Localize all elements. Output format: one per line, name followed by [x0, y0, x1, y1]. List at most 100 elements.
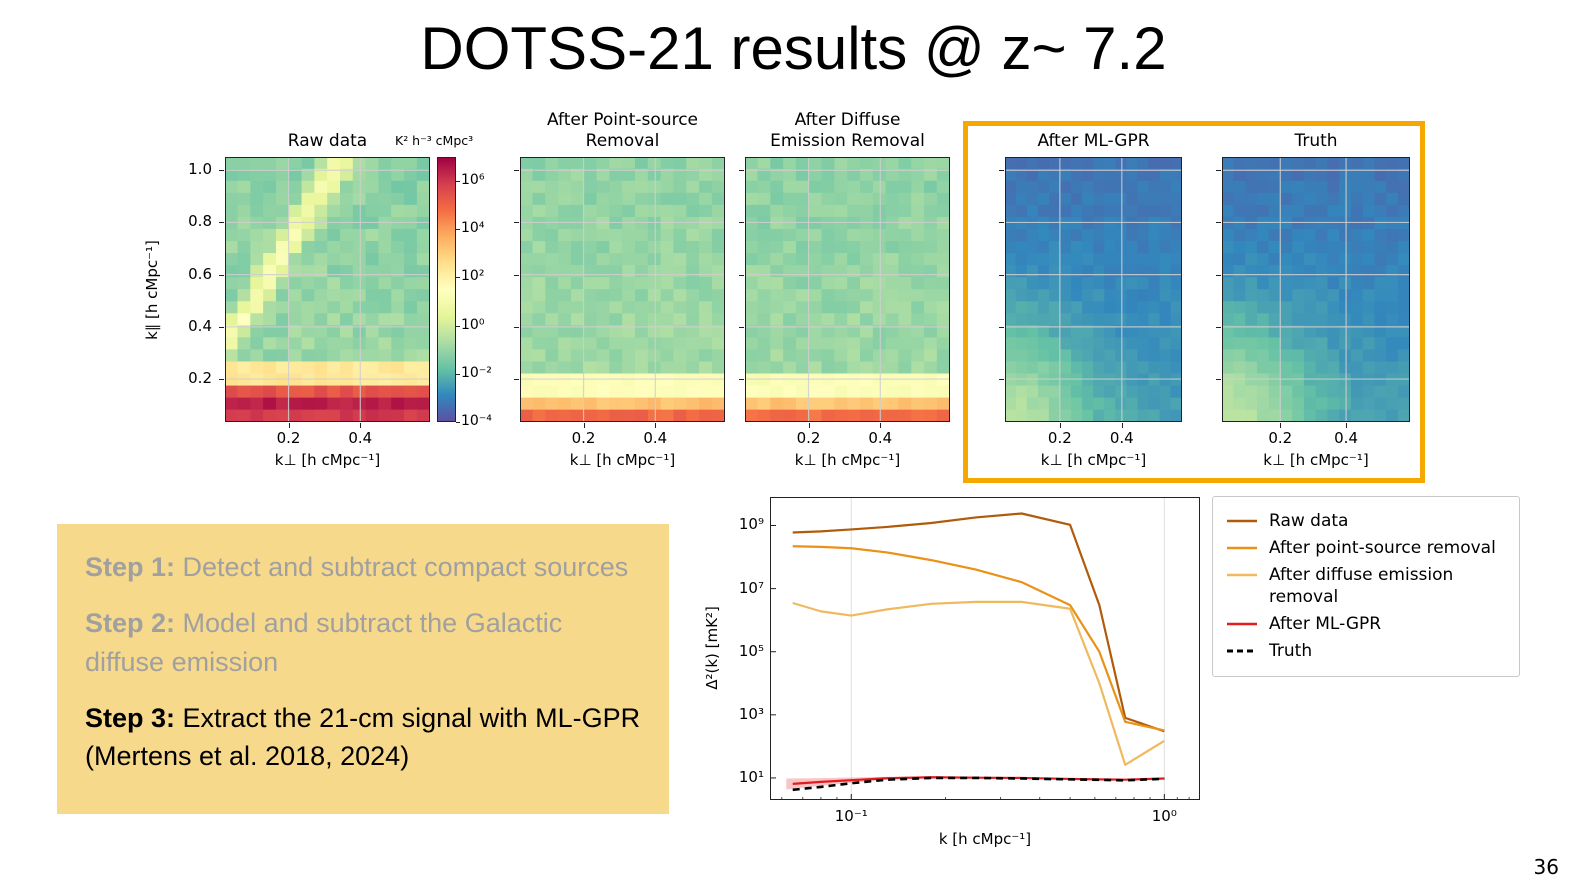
kpar-tick-label: 0.8 [188, 212, 212, 231]
delta2-y-tick-label: 10⁷ [738, 578, 764, 597]
y-tick-mark [514, 379, 519, 381]
legend-item: Raw data [1225, 510, 1507, 532]
k-x-tick-label: 10⁻¹ [834, 807, 868, 825]
step-text: Detect and subtract compact sources [175, 552, 629, 582]
x-tick-mark [1346, 423, 1348, 428]
y-tick-mark [219, 274, 224, 276]
panel-title: Truth [1200, 104, 1432, 152]
delta2-y-tick-label: 10⁹ [738, 515, 764, 534]
x-tick-mark [655, 423, 657, 428]
y-tick-mark [514, 170, 519, 172]
legend-line-swatch [1227, 573, 1257, 577]
colorbar-tick-mark [456, 277, 460, 279]
legend-item: Truth [1225, 640, 1507, 662]
delta2-axis-label: Δ²(k) [mK²] [703, 606, 721, 690]
x-tick-mark [360, 423, 362, 428]
kperp-axis-label: k⊥ [h cMpc⁻¹] [794, 451, 901, 469]
y-tick-mark [999, 222, 1004, 224]
x-tick-mark [583, 423, 585, 428]
panel-title: After Point-source Removal [498, 104, 747, 152]
y-tick-mark [219, 379, 224, 381]
y-tick-mark [739, 326, 744, 328]
step-label: Step 3: [85, 702, 176, 733]
x-tick-label: 0.4 [1109, 429, 1134, 447]
colorbar-tick-label: 10⁻² [461, 364, 492, 381]
legend-label: Truth [1269, 641, 1313, 662]
legend-label: After diffuse emission removal [1269, 565, 1454, 608]
x-tick-label: 0.4 [868, 429, 893, 447]
colorbar-tick-mark [456, 229, 460, 231]
heatmap-panel-4 [1005, 157, 1182, 422]
k-axis-label: k [h cMpc⁻¹] [938, 830, 1032, 848]
y-tick-mark [1216, 379, 1221, 381]
legend-item: After diffuse emission removal [1225, 564, 1507, 608]
colorbar-tick-label: 10⁻⁴ [461, 413, 492, 429]
y-tick-mark [1216, 326, 1221, 328]
panel-title-line: Raw data [287, 131, 368, 151]
y-tick-mark [514, 326, 519, 328]
panel-title: Raw data [203, 104, 452, 152]
x-tick-label: 0.2 [1268, 429, 1293, 447]
x-tick-label: 0.4 [348, 429, 373, 447]
kpar-tick-label: 0.4 [188, 316, 212, 335]
x-tick-label: 0.2 [796, 429, 821, 447]
step-text: Extract the 21-cm signal with ML-GPR (Me… [85, 702, 641, 772]
kperp-axis-label: k⊥ [h cMpc⁻¹] [1263, 451, 1369, 469]
y-tick-mark [999, 326, 1004, 328]
k-x-tick-label: 10⁰ [1151, 807, 1177, 825]
colorbar-title: K² h⁻³ cMpc³ [395, 133, 474, 148]
y-tick-mark [739, 222, 744, 224]
legend-item: After point-source removal [1225, 537, 1507, 559]
kpar-tick-label: 0.2 [188, 369, 212, 388]
y-tick-mark [739, 274, 744, 276]
x-tick-mark [880, 423, 882, 428]
pipeline-steps-box: Step 1: Detect and subtract compact sour… [57, 524, 669, 814]
legend-label: After ML-GPR [1269, 614, 1382, 635]
panel-title-line: After ML-GPR [1037, 131, 1150, 151]
mlgpr-uncertainty-band [786, 776, 932, 790]
step-label: Step 1: [85, 552, 176, 582]
colorbar-tick-label: 10⁰ [461, 316, 485, 333]
y-tick-mark [999, 170, 1004, 172]
heatmap-panel-2 [520, 157, 725, 422]
x-tick-mark [288, 423, 290, 428]
legend-label: Raw data [1269, 511, 1349, 531]
step-2: Step 2: Model and subtract the Galactic … [85, 604, 641, 681]
step-label: Step 2: [85, 608, 176, 639]
step-3: Step 3: Extract the 21-cm signal with ML… [85, 699, 641, 776]
y-tick-mark [1216, 274, 1221, 276]
x-tick-mark [1280, 423, 1282, 428]
x-tick-label: 0.2 [571, 429, 596, 447]
series-truth [792, 776, 1165, 792]
x-tick-label: 0.4 [1334, 429, 1358, 447]
heatmap-panel-3 [745, 157, 950, 422]
series-after-point-source-removal [792, 545, 1165, 732]
panel-title-line: Truth [1294, 131, 1338, 151]
heatmap-panel-5 [1222, 157, 1410, 422]
x-tick-mark [1059, 423, 1061, 428]
delta2-y-tick-label: 10⁵ [738, 641, 764, 660]
slide-title: DOTSS-21 results @ z~ 7.2 [420, 15, 1167, 82]
y-tick-mark [219, 170, 224, 172]
kperp-axis-label: k⊥ [h cMpc⁻¹] [569, 451, 676, 469]
legend-label: After point-source removal [1269, 538, 1496, 559]
series-after-diffuse-emission-removal [792, 600, 1165, 766]
x-tick-label: 0.2 [1047, 429, 1072, 447]
delta2-y-tick-label: 10¹ [738, 767, 764, 786]
y-tick-mark [1216, 170, 1221, 172]
colorbar-tick-label: 10² [461, 268, 485, 285]
colorbar-tick-label: 10⁶ [461, 172, 485, 189]
legend-line-swatch [1227, 649, 1257, 653]
legend-line-swatch [1227, 546, 1257, 550]
line-chart-plot-area [770, 497, 1200, 800]
chart-legend: Raw data After point-source removal After … [1212, 496, 1520, 677]
delta2-y-tick-label: 10³ [738, 704, 764, 723]
colorbar-tick-mark [456, 181, 460, 183]
y-tick-mark [739, 379, 744, 381]
y-tick-mark [219, 222, 224, 224]
kpar-tick-label: 0.6 [188, 264, 212, 283]
series-raw-data [792, 512, 1165, 733]
panel-title-line: Removal [585, 131, 660, 151]
panel-title-line: After Diffuse [794, 110, 901, 130]
colorbar [437, 157, 456, 422]
